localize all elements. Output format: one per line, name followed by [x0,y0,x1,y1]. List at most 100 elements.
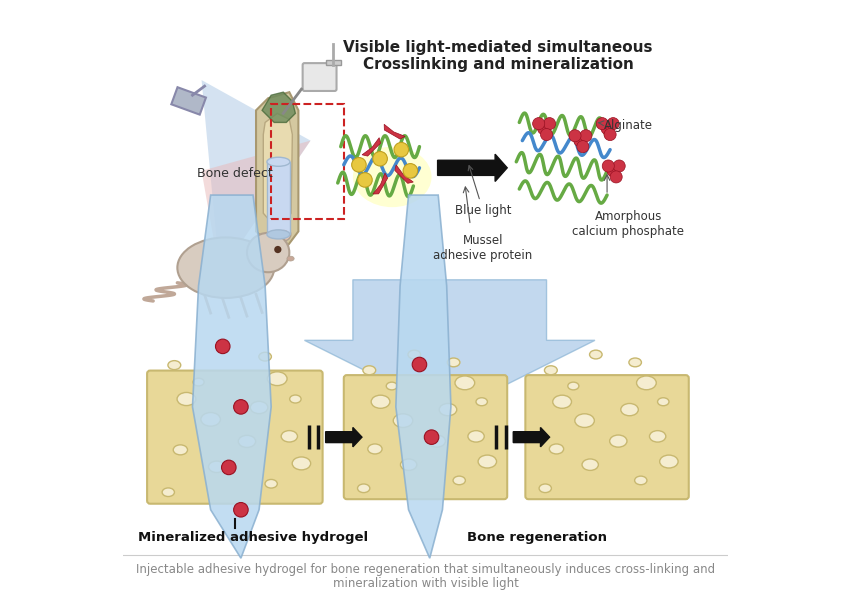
Ellipse shape [208,461,225,472]
Circle shape [234,399,248,414]
Ellipse shape [637,376,656,390]
Circle shape [533,117,545,130]
Ellipse shape [448,358,460,367]
Text: mineralization with visible light: mineralization with visible light [333,577,518,590]
Ellipse shape [193,378,204,386]
Ellipse shape [539,484,551,492]
Circle shape [403,164,418,178]
Circle shape [394,142,408,157]
Ellipse shape [267,371,287,385]
Text: Blue light: Blue light [454,165,511,217]
Ellipse shape [658,398,669,406]
Circle shape [412,358,426,371]
FancyBboxPatch shape [525,375,688,499]
Ellipse shape [590,350,603,359]
Ellipse shape [408,350,420,359]
Ellipse shape [468,430,484,442]
Ellipse shape [267,157,290,167]
Ellipse shape [265,480,277,488]
Ellipse shape [401,459,417,471]
Polygon shape [362,137,380,156]
Ellipse shape [553,395,572,409]
Circle shape [574,134,585,147]
Circle shape [357,173,372,187]
Circle shape [569,130,581,142]
Text: Injectable adhesive hydrogel for bone regeneration that simultaneously induces c: Injectable adhesive hydrogel for bone re… [136,562,715,576]
Text: Visible light-mediated simultaneous
Crosslinking and mineralization: Visible light-mediated simultaneous Cros… [343,40,653,72]
FancyArrow shape [326,427,362,447]
Ellipse shape [289,395,301,403]
FancyBboxPatch shape [147,370,323,503]
Polygon shape [373,173,388,194]
Circle shape [538,122,550,134]
Circle shape [577,140,589,153]
Bar [171,87,206,115]
Ellipse shape [620,404,638,416]
Ellipse shape [660,455,678,468]
Ellipse shape [582,459,598,471]
Circle shape [603,160,614,172]
Ellipse shape [238,435,255,447]
Ellipse shape [649,430,665,442]
Circle shape [540,128,552,140]
Circle shape [580,130,592,142]
Ellipse shape [168,361,180,370]
Ellipse shape [550,444,563,454]
FancyBboxPatch shape [344,375,507,499]
Circle shape [274,246,282,253]
Ellipse shape [574,414,594,427]
Ellipse shape [177,238,274,298]
Ellipse shape [363,366,375,375]
FancyArrow shape [437,154,507,181]
Circle shape [597,117,608,130]
Ellipse shape [568,382,579,390]
Polygon shape [263,113,293,226]
Ellipse shape [368,444,382,454]
Circle shape [610,171,622,183]
Polygon shape [305,280,595,413]
Ellipse shape [453,476,465,485]
Ellipse shape [371,395,390,409]
Ellipse shape [629,358,642,367]
Ellipse shape [609,435,627,447]
Polygon shape [202,80,311,274]
Ellipse shape [478,455,496,468]
Ellipse shape [287,256,294,261]
Ellipse shape [428,435,445,447]
Circle shape [607,117,620,130]
Text: Amorphous
calcium phosphate: Amorphous calcium phosphate [572,210,684,238]
Ellipse shape [250,401,268,413]
Ellipse shape [281,430,298,442]
Circle shape [373,151,387,166]
Text: Alginate: Alginate [598,119,653,132]
Ellipse shape [276,228,291,241]
Circle shape [234,503,248,517]
Polygon shape [256,92,299,255]
Ellipse shape [247,233,289,272]
Circle shape [221,460,236,475]
Ellipse shape [353,147,431,207]
Ellipse shape [476,398,488,406]
Text: Mussel
adhesive protein: Mussel adhesive protein [433,235,533,263]
Circle shape [351,157,366,172]
Ellipse shape [177,392,196,406]
Text: Bone defect: Bone defect [197,167,272,181]
FancyArrow shape [513,427,550,447]
Circle shape [215,339,230,354]
Ellipse shape [163,488,174,497]
Circle shape [544,117,556,130]
Ellipse shape [439,404,457,416]
Circle shape [425,430,439,444]
Ellipse shape [386,382,397,390]
Ellipse shape [455,376,475,390]
Bar [326,60,340,65]
Polygon shape [396,195,451,558]
Ellipse shape [393,414,413,427]
FancyBboxPatch shape [303,63,336,91]
Text: Bone regeneration: Bone regeneration [467,531,608,544]
Ellipse shape [259,352,271,361]
Bar [271,105,344,219]
Polygon shape [395,165,414,184]
Ellipse shape [201,412,220,426]
Ellipse shape [635,476,647,485]
